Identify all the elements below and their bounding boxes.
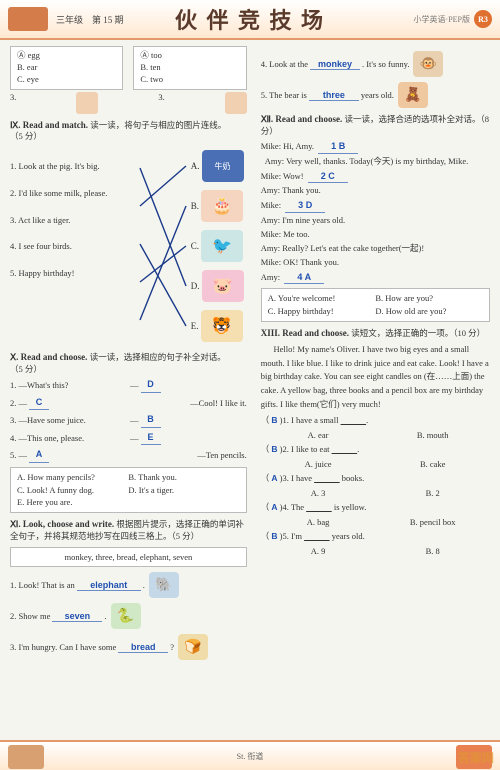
section-12-title: Ⅻ. Read and choose. 读一读，选择合适的选项补全对话。（8 分… [261, 114, 490, 137]
section-9-title: Ⅸ. Read and match. 读一读，将句子与相应的图片连线。 （5 分… [10, 120, 247, 143]
q13-5: （ B )5. I'm years old. [261, 531, 490, 543]
match-q4: 4. I see four birds. [10, 240, 140, 253]
matching-exercise: 1. Look at the pig. It's big. 2. I'd lik… [10, 146, 247, 346]
number-icon [225, 92, 247, 114]
milk-icon: 牛奶 [202, 150, 244, 182]
footer-text: St. 衔道 [237, 751, 264, 762]
match-q2: 2. I'd like some milk, please. [10, 187, 140, 200]
answer-x5: A [29, 448, 49, 463]
answer-13-3: A [271, 473, 277, 483]
xi-q4: 4. Look at themonkey. It's so funny.🐵 [261, 51, 490, 77]
watermark: 答案网 [458, 749, 494, 766]
answer-x3: B [141, 413, 161, 428]
elephant-icon: 🐘 [149, 572, 179, 598]
answer-d10: A [305, 272, 312, 282]
answer-seven: seven [52, 611, 102, 622]
cake-icon: 🎂 [201, 190, 243, 222]
top-option-boxes: Ⓐ egg B. ear C. eye Ⓐ too B. ten C. two [10, 46, 247, 90]
match-q1: 1. Look at the pig. It's big. [10, 160, 140, 173]
right-column: 4. Look at themonkey. It's so funny.🐵 5.… [261, 46, 490, 732]
answer-monkey: monkey [310, 59, 360, 70]
xi-q1: 1. Look! That is anelephant.🐘 [10, 572, 247, 598]
worksheet-header: 三年级 第 15 期 伙 伴 竞 技 场 小学英语·PEP版 R3 [0, 0, 500, 40]
q13-3: （ A )3. I have books. [261, 473, 490, 485]
dlg-6: Amy: I'm nine years old. [261, 215, 490, 227]
answer-13-4: A [271, 502, 277, 512]
xi-q5: 5. The bear isthreeyears old.🧸 [261, 82, 490, 108]
left-column: Ⓐ egg B. ear C. eye Ⓐ too B. ten C. two … [10, 46, 247, 732]
answer-13-2: B [271, 444, 277, 454]
dlg-5: Mike: 3 D [261, 199, 490, 213]
monkey-icon: 🐵 [413, 51, 443, 77]
bear-icon: 🧸 [398, 82, 428, 108]
match-pictures: A.牛奶 B.🎂 C.🐦 D.🐷 E.🐯 [191, 146, 247, 346]
answer-bread: bread [118, 642, 168, 653]
option-box-a: Ⓐ egg B. ear C. eye [10, 46, 123, 90]
seven-icon: 🐍 [111, 603, 141, 629]
grade-label: 三年级 第 15 期 [56, 13, 124, 26]
xi-q2: 2. Show meseven.🐍 [10, 603, 247, 629]
answer-x2: C [29, 396, 49, 411]
answer-13-5: B [271, 531, 277, 541]
bread-icon: 🍞 [178, 634, 208, 660]
answer-d1: B [339, 141, 346, 151]
dlg-10: Amy: 4 A [261, 271, 490, 285]
answer-d5: D [306, 200, 313, 210]
section-12-options: A. You're welcome!B. How are you? C. Hap… [261, 288, 490, 322]
x-q2: 2. —C—Cool! I like it. [10, 396, 247, 411]
answer-d3: C [328, 171, 335, 181]
q13-1: （ B )1. I have a small . [261, 415, 490, 427]
x-q4: 4. —This one, please.—E [10, 431, 247, 446]
dlg-9: Mike: OK! Thank you. [261, 257, 490, 269]
answer-x4: E [141, 431, 161, 446]
reading-passage: Hello! My name's Oliver. I have two big … [261, 343, 490, 411]
section-10-title: Ⅹ. Read and choose. 读一读，选择相应的句子补全对话。 （5 … [10, 352, 247, 375]
dlg-1: Mike: Hi, Amy. 1 B [261, 140, 490, 154]
x-q1: 1. —What's this?—D [10, 378, 247, 393]
option-box-b: Ⓐ too B. ten C. two [133, 46, 246, 90]
answer-elephant: elephant [77, 580, 141, 591]
dlg-3: Mike: Wow! 2 C [261, 170, 490, 184]
pig-icon: 🐷 [202, 270, 244, 302]
match-q3: 3. Act like a tiger. [10, 214, 140, 227]
content-columns: Ⓐ egg B. ear C. eye Ⓐ too B. ten C. two … [0, 40, 500, 736]
page-title: 伙 伴 竞 技 场 [175, 3, 325, 35]
match-questions: 1. Look at the pig. It's big. 2. I'd lik… [10, 146, 140, 294]
dlg-7: Mike: Me too. [261, 229, 490, 241]
x-q3: 3. —Have some juice.—B [10, 413, 247, 428]
edition-badge: R3 [474, 10, 492, 28]
section-11-title: Ⅺ. Look, choose and write. 根据图片提示，选择正确的单… [10, 519, 247, 542]
dlg-2: Amy: Very well, thanks. Today(今天) is my … [261, 156, 490, 168]
tiger-icon: 🐯 [201, 310, 243, 342]
header-art-left [8, 7, 48, 31]
q13-4: （ A )4. The is yellow. [261, 502, 490, 514]
egg-icon [76, 92, 98, 114]
answer-x1: D [141, 378, 161, 393]
birds-icon: 🐦 [201, 230, 243, 262]
header-right: 小学英语·PEP版 R3 [414, 10, 492, 28]
word-bank: monkey, three, bread, elephant, seven [10, 547, 247, 568]
answer-13-1: B [271, 415, 277, 425]
x-q5: 5. —A—Ten pencils. [10, 448, 247, 463]
answer-three: three [309, 90, 359, 101]
dlg-8: Amy: Really? Let's eat the cake together… [261, 243, 490, 255]
worksheet-footer: St. 衔道 [0, 740, 500, 770]
q13-2: （ B )2. I like to eat . [261, 444, 490, 456]
dlg-4: Amy: Thank you. [261, 185, 490, 197]
section-13-title: XIII. Read and choose. 读短文，选择正确的一项。（10 分… [261, 328, 490, 340]
match-q5: 5. Happy birthday! [10, 267, 140, 280]
xi-q3: 3. I'm hungry. Can I have somebread?🍞 [10, 634, 247, 660]
section-10-options: A. How many pencils?B. Thank you. C. Loo… [10, 467, 247, 513]
footer-art-left [8, 745, 44, 769]
